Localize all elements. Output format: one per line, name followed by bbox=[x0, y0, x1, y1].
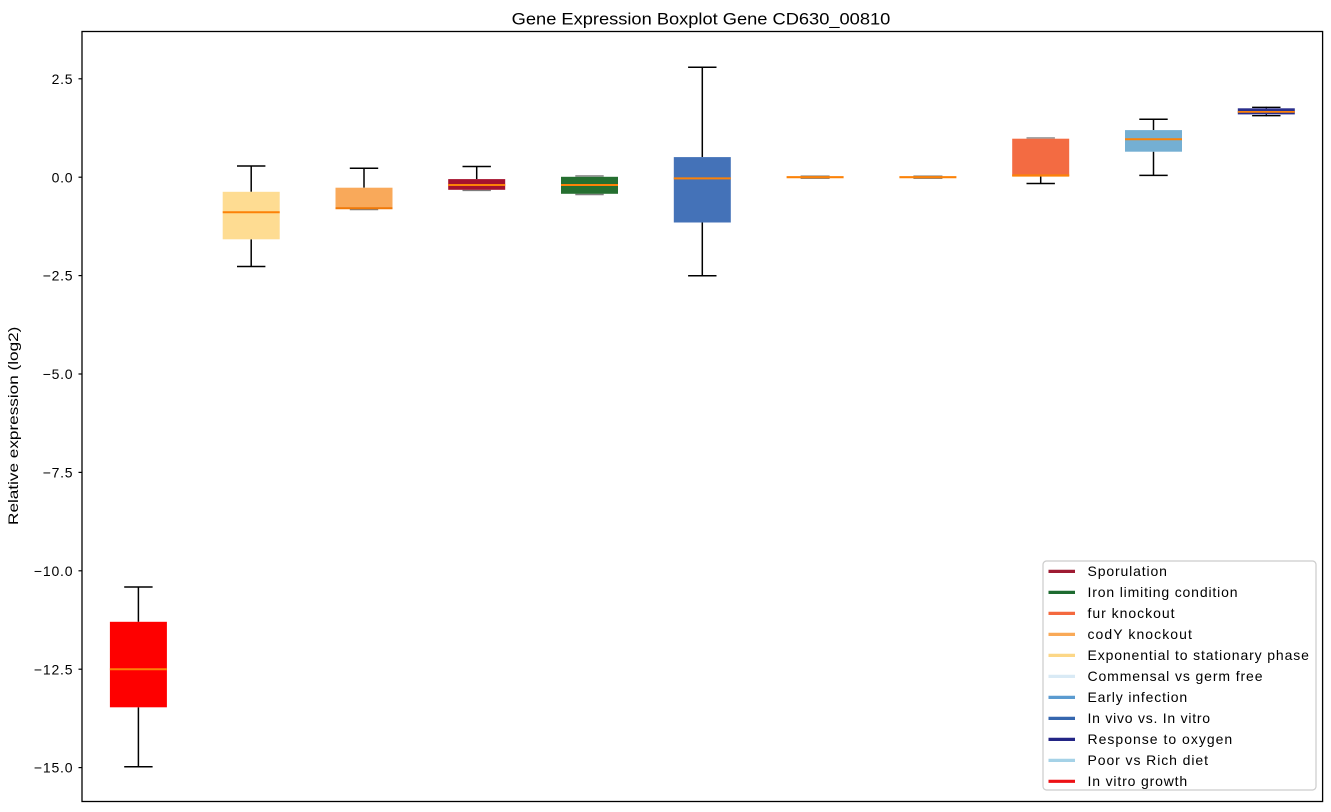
svg-text:−15.0: −15.0 bbox=[34, 760, 73, 776]
svg-text:Iron limiting condition: Iron limiting condition bbox=[1088, 584, 1238, 600]
svg-text:−5.0: −5.0 bbox=[43, 366, 73, 382]
svg-text:In vivo vs. In vitro: In vivo vs. In vitro bbox=[1088, 710, 1211, 726]
svg-text:Relative expression (log2): Relative expression (log2) bbox=[5, 327, 21, 525]
svg-text:2.5: 2.5 bbox=[52, 71, 73, 87]
svg-text:Sporulation: Sporulation bbox=[1088, 563, 1167, 579]
svg-text:codY knockout: codY knockout bbox=[1088, 626, 1193, 642]
svg-text:Poor vs Rich diet: Poor vs Rich diet bbox=[1088, 752, 1209, 768]
svg-text:Gene Expression Boxplot Gene C: Gene Expression Boxplot Gene CD630_00810 bbox=[512, 10, 891, 29]
svg-text:Early infection: Early infection bbox=[1088, 689, 1188, 705]
svg-text:−12.5: −12.5 bbox=[34, 661, 73, 677]
svg-text:−2.5: −2.5 bbox=[43, 268, 73, 284]
svg-text:Exponential to stationary phas: Exponential to stationary phase bbox=[1088, 647, 1310, 663]
svg-text:Commensal vs germ free: Commensal vs germ free bbox=[1088, 668, 1263, 684]
svg-text:Response to oxygen: Response to oxygen bbox=[1088, 731, 1233, 747]
svg-text:fur knockout: fur knockout bbox=[1088, 605, 1175, 621]
svg-text:0.0: 0.0 bbox=[52, 169, 73, 185]
svg-text:In vitro growth: In vitro growth bbox=[1088, 773, 1188, 789]
svg-text:−7.5: −7.5 bbox=[43, 465, 73, 481]
svg-text:−10.0: −10.0 bbox=[34, 563, 73, 579]
